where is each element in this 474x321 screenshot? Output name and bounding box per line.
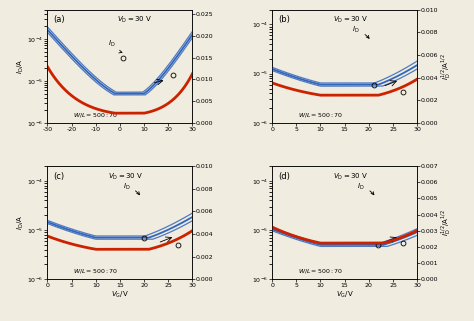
Y-axis label: $I_\mathrm{D}/\mathrm{A}$: $I_\mathrm{D}/\mathrm{A}$: [16, 215, 26, 230]
Text: $I_\mathrm{D}$: $I_\mathrm{D}$: [123, 182, 139, 195]
Text: $W/L=500:70$: $W/L=500:70$: [73, 111, 119, 119]
Text: $W/L=500:70$: $W/L=500:70$: [298, 267, 344, 275]
Text: $V_\mathrm{D}=30\ \mathrm{V}$: $V_\mathrm{D}=30\ \mathrm{V}$: [333, 15, 368, 25]
Text: $I_\mathrm{D}$: $I_\mathrm{D}$: [352, 25, 369, 38]
Text: $V_\mathrm{D}=30\ \mathrm{V}$: $V_\mathrm{D}=30\ \mathrm{V}$: [108, 172, 144, 182]
Text: (b): (b): [278, 15, 290, 24]
Text: $V_\mathrm{D}=30\ \mathrm{V}$: $V_\mathrm{D}=30\ \mathrm{V}$: [117, 15, 152, 25]
Text: $I_\mathrm{D}$: $I_\mathrm{D}$: [108, 39, 122, 53]
Text: (d): (d): [278, 172, 290, 181]
Text: (a): (a): [53, 15, 65, 24]
Text: $V_\mathrm{D}=30\ \mathrm{V}$: $V_\mathrm{D}=30\ \mathrm{V}$: [333, 172, 368, 182]
Y-axis label: $I_\mathrm{D}/\mathrm{A}$: $I_\mathrm{D}/\mathrm{A}$: [16, 59, 26, 74]
X-axis label: $V_\mathrm{G}/\mathrm{V}$: $V_\mathrm{G}/\mathrm{V}$: [336, 290, 354, 300]
Text: (c): (c): [53, 172, 64, 181]
Text: $W/L=500:70$: $W/L=500:70$: [298, 111, 344, 119]
Text: $W/L=500:70$: $W/L=500:70$: [73, 267, 119, 275]
X-axis label: $V_\mathrm{G}/\mathrm{V}$: $V_\mathrm{G}/\mathrm{V}$: [111, 290, 129, 300]
Y-axis label: $I_\mathrm{D}^{1/2}/\mathrm{A}^{1/2}$: $I_\mathrm{D}^{1/2}/\mathrm{A}^{1/2}$: [439, 209, 453, 236]
Y-axis label: $I_\mathrm{D}^{1/2}/\mathrm{A}^{1/2}$: $I_\mathrm{D}^{1/2}/\mathrm{A}^{1/2}$: [439, 53, 453, 80]
Text: $I_\mathrm{D}$: $I_\mathrm{D}$: [357, 182, 374, 195]
